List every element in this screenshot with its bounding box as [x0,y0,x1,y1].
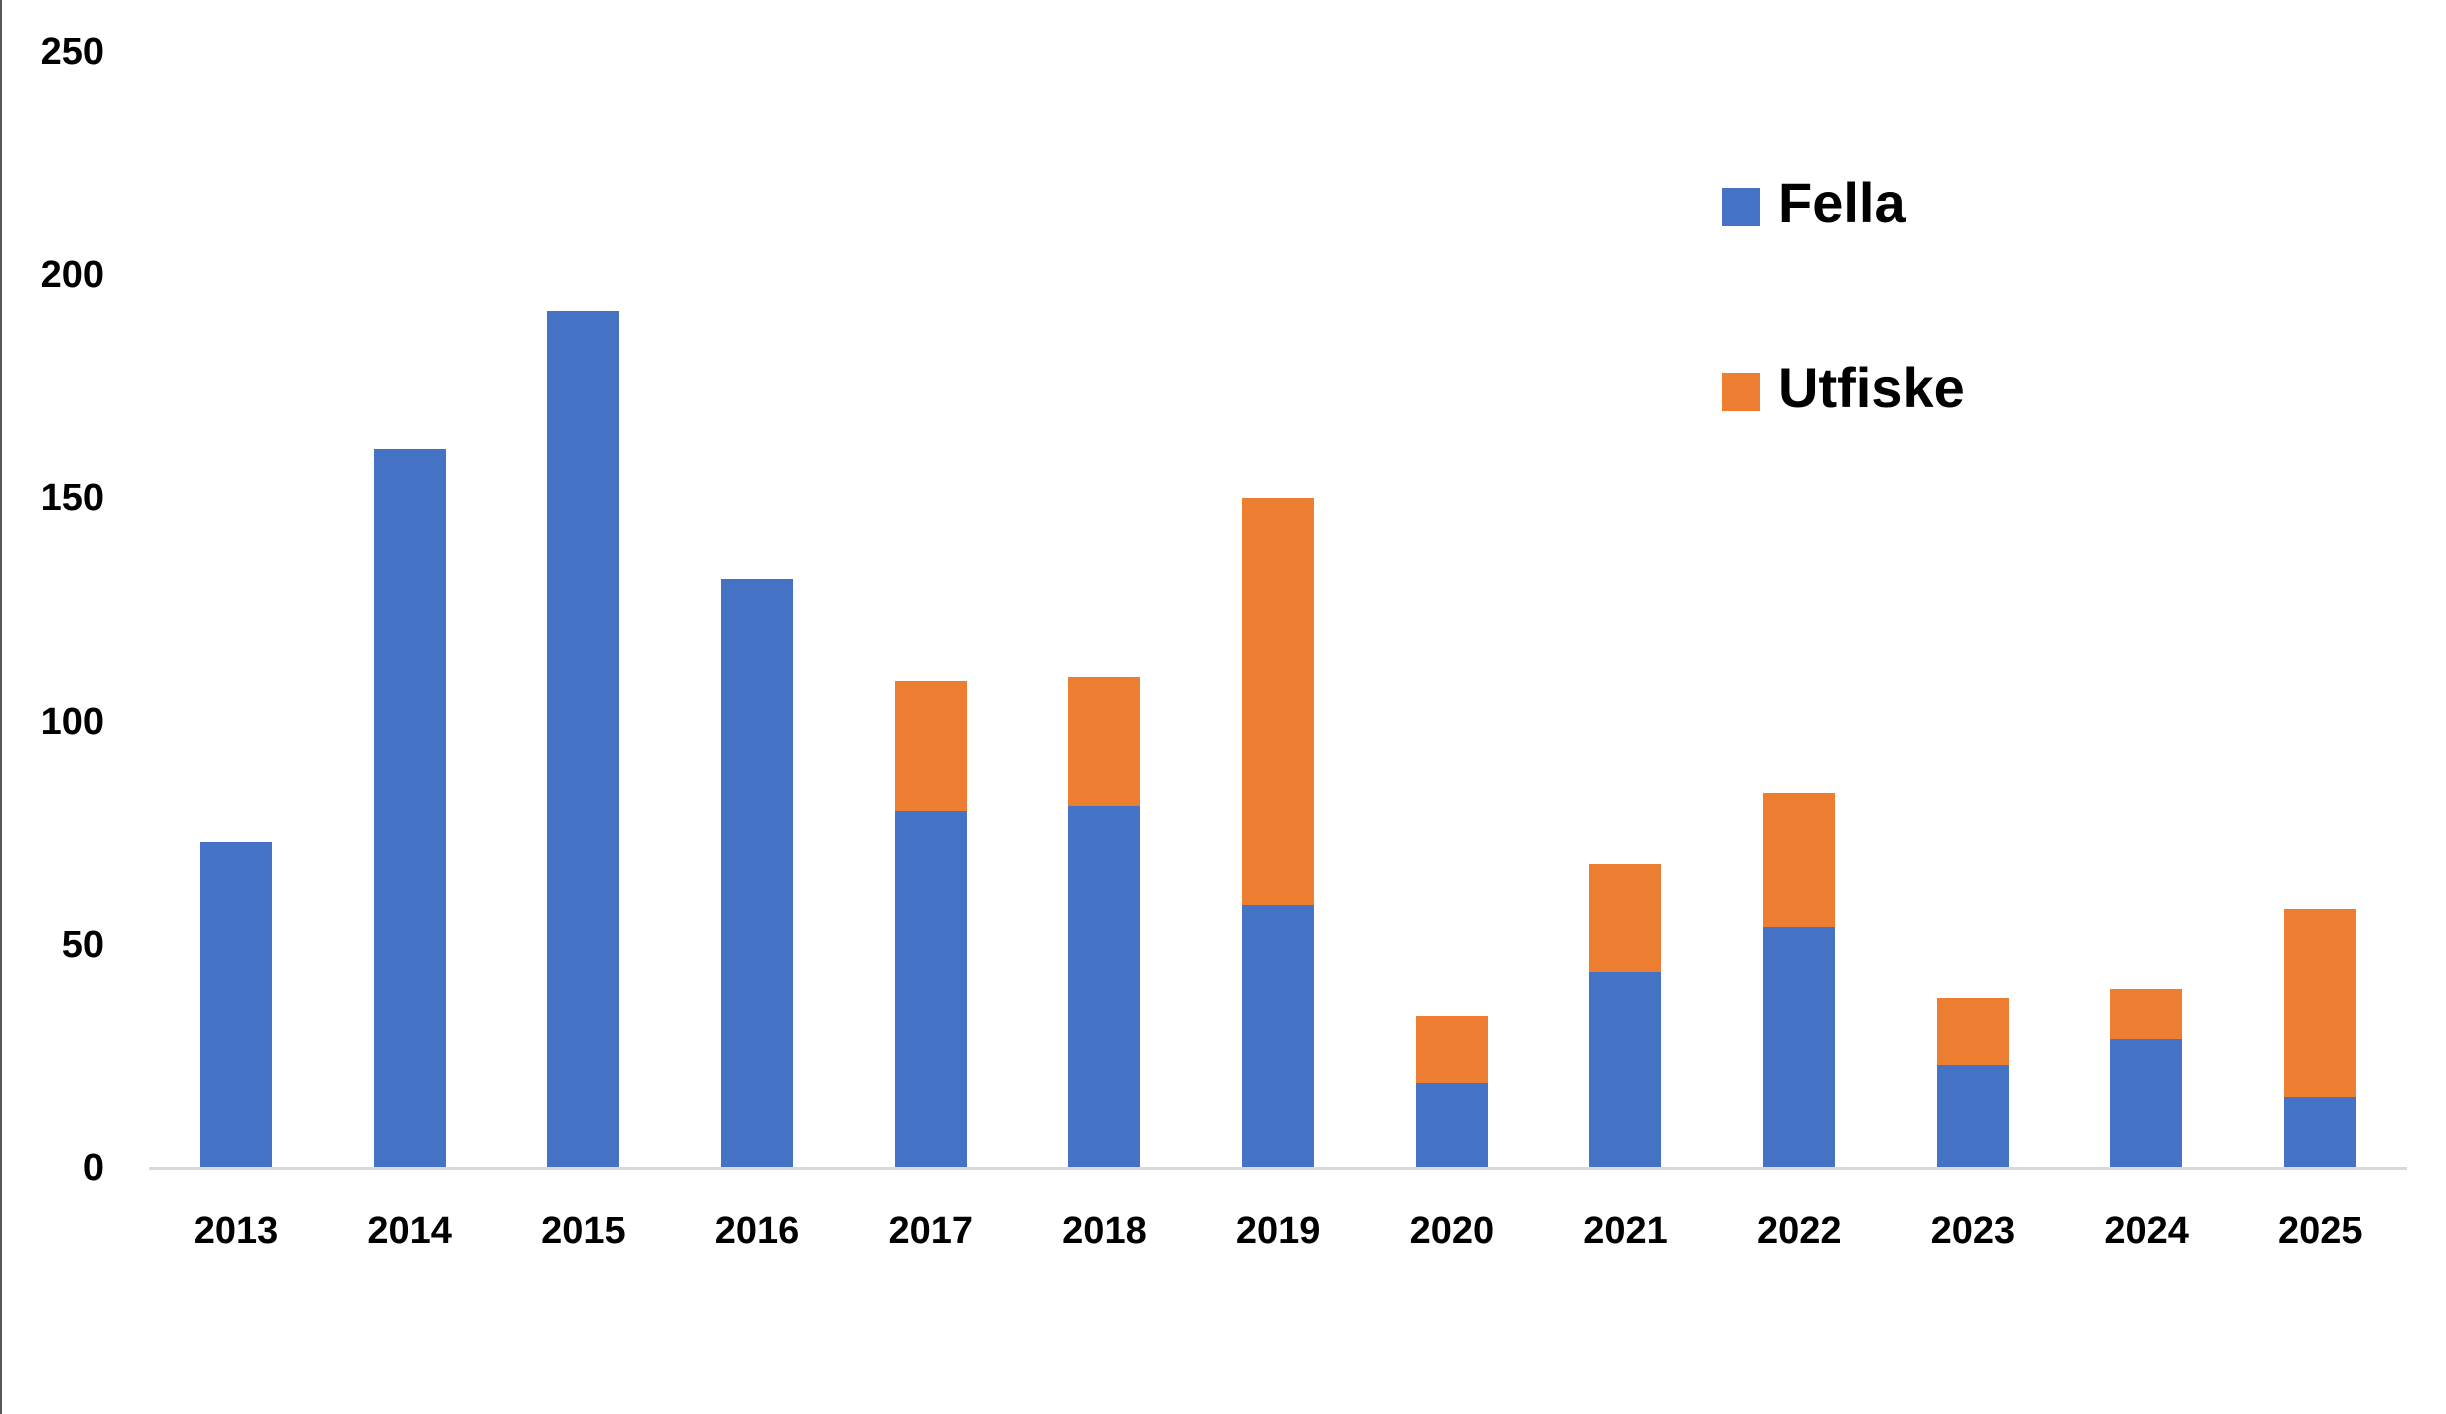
bar-utfiske-2025 [2284,909,2357,1097]
y-tick-label: 50 [61,923,104,966]
x-tick-label: 2018 [1062,1210,1147,1252]
legend-swatch-fella [1722,188,1760,226]
bar-utfiske-2024 [2110,989,2183,1039]
y-tick-label: 100 [40,700,104,743]
bar-fella-2025 [2284,1096,2357,1168]
x-tick-label: 2025 [2278,1210,2363,1252]
x-tick-label: 2024 [2104,1210,2189,1252]
bar-utfiske-2022 [1763,793,1836,927]
x-tick-label: 2016 [714,1210,800,1252]
bar-fella-2015 [547,310,620,1168]
x-tick-label: 2021 [1583,1210,1668,1252]
bar-fella-2022 [1763,926,1836,1168]
bar-fella-2018 [1068,806,1141,1168]
bar-fella-2021 [1589,971,1662,1168]
legend-label-fella: Fella [1778,171,1906,234]
bar-fella-2023 [1936,1065,2009,1168]
left-frame-border [0,0,2,1414]
bar-utfiske-2017 [894,681,967,811]
legend-label-utfiske: Utfiske [1778,356,1965,419]
bar-utfiske-2021 [1589,864,1662,972]
bar-utfiske-2020 [1415,1016,1488,1084]
x-tick-label: 2022 [1756,1210,1842,1252]
x-tick-label: 2023 [1930,1210,2016,1252]
bar-utfiske-2019 [1242,498,1314,905]
x-tick-label: 2020 [1409,1210,1495,1252]
bar-fella-2019 [1242,904,1314,1168]
y-tick-label: 150 [40,477,104,520]
x-tick-label: 2014 [367,1210,452,1252]
bar-fella-2020 [1415,1083,1488,1168]
x-tick-label: 2015 [541,1210,626,1252]
bar-fella-2016 [720,578,793,1168]
bar-fella-2024 [2110,1038,2183,1168]
y-tick-label: 0 [82,1147,104,1189]
y-tick-label: 200 [40,254,104,297]
x-axis-line [149,1167,2407,1170]
x-tick-label: 2017 [888,1210,974,1252]
bar-fella-2013 [199,842,272,1168]
x-tick-label: 2019 [1235,1210,1321,1252]
bar-utfiske-2023 [1936,998,2009,1066]
legend-swatch-utfiske [1722,373,1760,411]
y-tick-label: 250 [40,31,104,73]
bar-fella-2014 [373,449,446,1168]
x-tick-label: 2013 [193,1210,279,1252]
bar-fella-2017 [894,810,967,1168]
bar-utfiske-2018 [1068,676,1141,807]
